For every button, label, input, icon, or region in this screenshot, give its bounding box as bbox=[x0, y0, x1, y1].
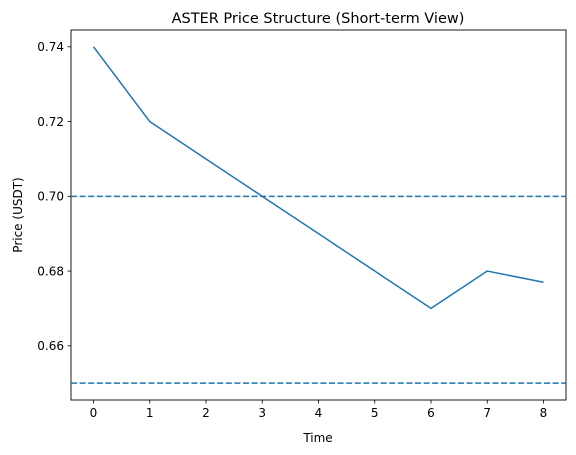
x-tick-label: 3 bbox=[258, 406, 266, 420]
x-tick-label: 7 bbox=[483, 406, 491, 420]
plot-frame bbox=[70, 29, 567, 401]
x-tick-label: 4 bbox=[315, 406, 323, 420]
x-tick-label: 8 bbox=[540, 406, 548, 420]
x-tick-label: 5 bbox=[371, 406, 379, 420]
x-tick-label: 1 bbox=[146, 406, 154, 420]
x-axis-label: Time bbox=[302, 431, 332, 445]
y-tick-label: 0.66 bbox=[37, 339, 64, 353]
x-tick-label: 2 bbox=[202, 406, 210, 420]
y-tick-label: 0.68 bbox=[37, 264, 64, 278]
y-tick-label: 0.72 bbox=[37, 115, 64, 129]
chart-title: ASTER Price Structure (Short-term View) bbox=[172, 11, 465, 27]
x-tick-label: 6 bbox=[427, 406, 435, 420]
y-axis-label: Price (USDT) bbox=[11, 177, 25, 252]
y-tick-label: 0.70 bbox=[37, 190, 64, 204]
series-line-0 bbox=[92, 46, 544, 310]
x-tick-label: 0 bbox=[90, 406, 98, 420]
y-tick-label: 0.74 bbox=[37, 40, 64, 54]
